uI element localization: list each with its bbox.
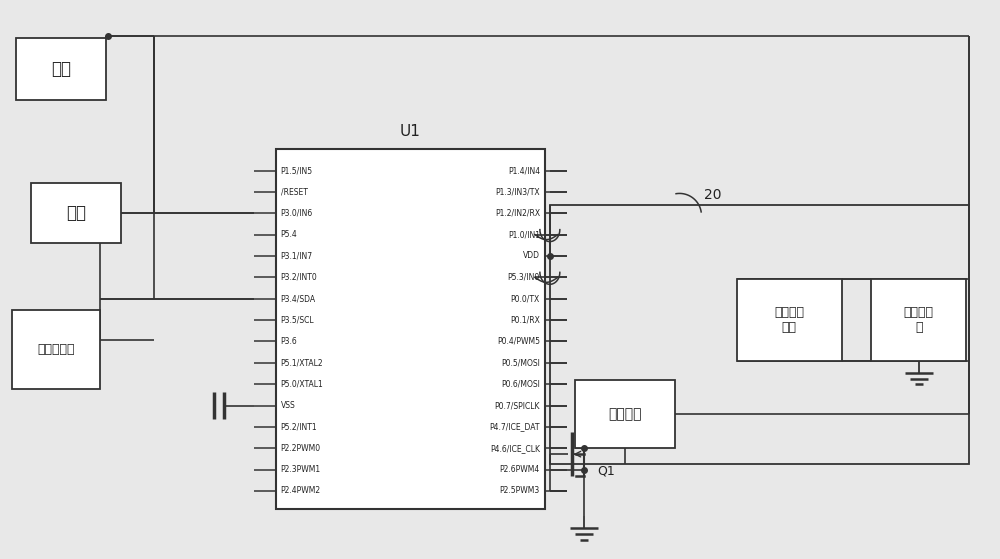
Text: P0.5/MOSI: P0.5/MOSI: [501, 358, 540, 367]
Bar: [737, 279, 842, 361]
Text: VDD: VDD: [523, 252, 540, 260]
Text: P0.4/PWM5: P0.4/PWM5: [497, 337, 540, 346]
Text: 温度传感
器: 温度传感 器: [904, 306, 934, 334]
Text: P2.3PWM1: P2.3PWM1: [281, 465, 321, 474]
Text: VSS: VSS: [281, 401, 295, 410]
Bar: [550, 205, 969, 464]
Text: P0.0/TX: P0.0/TX: [511, 294, 540, 303]
Bar: [871, 279, 966, 361]
Bar: [16, 38, 106, 100]
Text: P3.2/INT0: P3.2/INT0: [281, 273, 317, 282]
Text: P5.2/INT1: P5.2/INT1: [281, 423, 317, 432]
Text: 阻値检测
单元: 阻値检测 单元: [774, 306, 804, 334]
Text: P5.4: P5.4: [281, 230, 297, 239]
Bar: [31, 183, 121, 243]
Text: P3.4/SDA: P3.4/SDA: [281, 294, 316, 303]
Text: 20: 20: [704, 188, 722, 202]
Bar: [276, 149, 545, 509]
Text: P1.2/IN2/RX: P1.2/IN2/RX: [495, 209, 540, 218]
Bar: [12, 310, 100, 390]
Bar: [575, 381, 675, 448]
Text: P1.5/IN5: P1.5/IN5: [281, 166, 313, 175]
Text: 气流感应器: 气流感应器: [37, 343, 75, 356]
Text: U1: U1: [400, 124, 421, 139]
Text: P2.5PWM3: P2.5PWM3: [500, 486, 540, 495]
Text: P2.2PWM0: P2.2PWM0: [281, 444, 321, 453]
Text: P2.6PWM4: P2.6PWM4: [500, 465, 540, 474]
Text: P3.6: P3.6: [281, 337, 297, 346]
Text: P5.0/XTAL1: P5.0/XTAL1: [281, 380, 323, 389]
Text: /RESET: /RESET: [281, 187, 307, 196]
Text: P1.0/IN1: P1.0/IN1: [508, 230, 540, 239]
Text: P4.6/ICE_CLK: P4.6/ICE_CLK: [490, 444, 540, 453]
Text: 电池: 电池: [51, 60, 71, 78]
Text: P5.3/IN0: P5.3/IN0: [508, 273, 540, 282]
Text: P0.7/SPICLK: P0.7/SPICLK: [494, 401, 540, 410]
Text: P5.1/XTAL2: P5.1/XTAL2: [281, 358, 323, 367]
Text: P1.4/IN4: P1.4/IN4: [508, 166, 540, 175]
Text: P2.4PWM2: P2.4PWM2: [281, 486, 321, 495]
Text: P3.1/IN7: P3.1/IN7: [281, 252, 313, 260]
Text: P4.7/ICE_DAT: P4.7/ICE_DAT: [489, 423, 540, 432]
Text: P0.6/MOSI: P0.6/MOSI: [501, 380, 540, 389]
Text: 按键: 按键: [66, 205, 86, 222]
Text: P3.0/IN6: P3.0/IN6: [281, 209, 313, 218]
Text: P1.3/IN3/TX: P1.3/IN3/TX: [495, 187, 540, 196]
Text: Q1: Q1: [598, 464, 615, 477]
Text: P0.1/RX: P0.1/RX: [510, 316, 540, 325]
Text: 加热电阵: 加热电阵: [608, 408, 641, 421]
Text: P3.5/SCL: P3.5/SCL: [281, 316, 314, 325]
